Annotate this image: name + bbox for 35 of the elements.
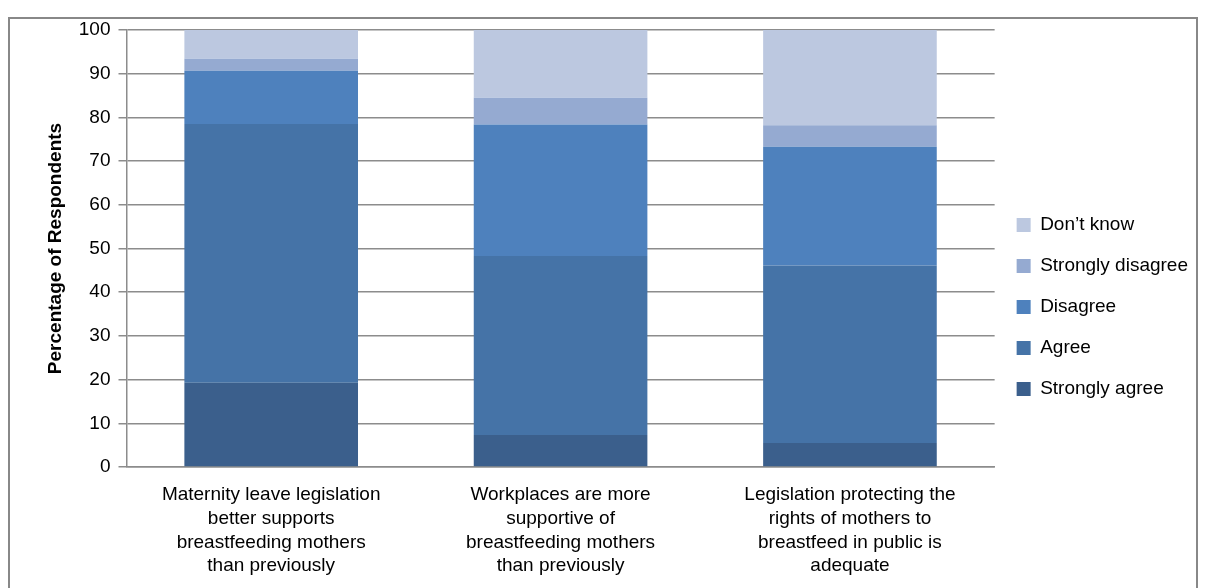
y-tick-label: 20 xyxy=(89,367,111,389)
bar xyxy=(763,265,937,443)
legend-label: Don’t know xyxy=(1040,213,1135,235)
bar xyxy=(184,382,358,467)
y-tick-label: 80 xyxy=(89,105,111,127)
y-tick-label: 60 xyxy=(89,193,111,215)
bar xyxy=(763,125,937,147)
y-tick-label: 50 xyxy=(89,236,111,258)
bar xyxy=(763,146,937,266)
bar xyxy=(473,435,648,467)
y-axis-title: Percentage of Respondents xyxy=(43,122,65,375)
bar xyxy=(184,70,358,124)
y-tick-label: 10 xyxy=(89,411,111,433)
bar xyxy=(473,124,648,256)
bar xyxy=(763,30,937,126)
x-tick-label: Maternity leave legislation better supports breastfeeding mothers than previously xyxy=(161,483,381,576)
y-tick-label: 30 xyxy=(89,324,111,346)
y-tick-label: 100 xyxy=(78,18,111,40)
bar xyxy=(763,442,937,467)
legend-label: Disagree xyxy=(1040,295,1117,317)
bar xyxy=(473,255,648,436)
y-tick-label: 40 xyxy=(89,280,111,302)
bar xyxy=(473,30,648,98)
legend-label: Strongly disagree xyxy=(1040,254,1189,276)
bar xyxy=(184,30,358,59)
x-tick-label: Legislation protecting the rights of mothers to breastfeed in public is adequate xyxy=(744,483,956,576)
y-tick-label: 70 xyxy=(89,149,111,171)
legend-label: Strongly agree xyxy=(1040,377,1164,399)
y-tick-label: 0 xyxy=(99,455,111,477)
x-tick-label: Workplaces are more supportive of breastfeeding mothers than previously xyxy=(466,483,656,576)
legend-label: Agree xyxy=(1040,336,1091,358)
bar xyxy=(184,58,358,71)
bar xyxy=(473,97,648,125)
bar xyxy=(184,123,358,383)
y-tick-label: 90 xyxy=(89,61,111,83)
